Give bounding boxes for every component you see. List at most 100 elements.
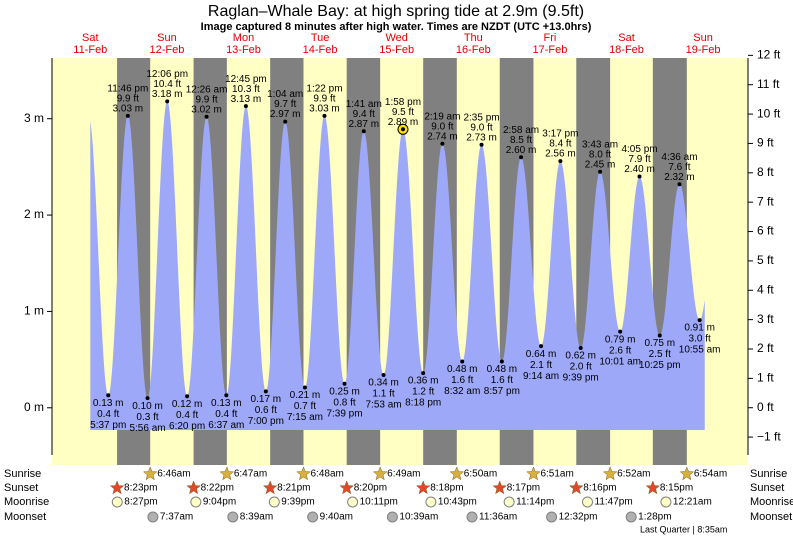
tide-ft: 8.5 ft (510, 135, 532, 146)
tide-m: 3.13 m (231, 94, 262, 105)
day-name: Thu (464, 32, 483, 44)
plot-area (52, 58, 748, 465)
day-name: Sun (693, 32, 713, 44)
tide-ft: 2.5 ft (649, 349, 671, 360)
row-time: 6:46am (157, 469, 190, 480)
tide-time: 6:37 am (208, 420, 244, 431)
day-name: Mon (233, 32, 254, 44)
tide-time: 7:53 am (365, 400, 401, 411)
row-time: 8:17pm (507, 483, 540, 494)
tide-time: 8:57 pm (484, 386, 520, 397)
tide-point (440, 141, 445, 146)
row-label: Moonset (4, 511, 46, 523)
tide-ft: 9.5 ft (392, 107, 414, 118)
row-time: 10:43pm (438, 497, 477, 508)
sun-icon (526, 466, 541, 481)
day-name: Fri (543, 32, 556, 44)
tide-point (165, 99, 170, 104)
tide-ft: 0.4 ft (176, 410, 198, 421)
sun-icon (296, 466, 311, 481)
row-label-right: Moonrise (750, 496, 793, 508)
day-name: Sat (618, 32, 635, 44)
day-date: 14-Feb (303, 44, 338, 56)
tide-time: 3:17 pm (542, 129, 578, 140)
tide-m: 0.48 m (447, 364, 478, 375)
moon-icon (625, 511, 637, 523)
y2-tick-label: 8 ft (757, 165, 774, 179)
tide-m: 0.64 m (526, 349, 557, 360)
tide-point (460, 359, 465, 364)
tide-m: 0.13 m (211, 398, 242, 409)
tide-m: 3.03 m (113, 103, 144, 114)
tide-point (657, 333, 662, 338)
tide-ft: 1.2 ft (412, 387, 434, 398)
moon-icon (425, 496, 437, 508)
row-time: 8:15pm (660, 483, 693, 494)
tide-point (618, 329, 623, 334)
tide-point (185, 394, 190, 399)
row-time: 10:11pm (360, 497, 398, 508)
tide-ft: 0.4 ft (215, 409, 237, 420)
sun-icon (568, 480, 584, 495)
tide-point (145, 396, 150, 401)
row-time: 6:54am (694, 469, 727, 480)
tide-point (204, 114, 209, 119)
tide-area (90, 101, 705, 431)
tide-point (677, 182, 682, 187)
moon-icon (227, 511, 239, 523)
y-tick-label: 3 m (24, 111, 44, 125)
tide-ft: 7.9 ft (628, 154, 650, 165)
tide-point (598, 169, 603, 174)
tide-time: 5:56 am (129, 423, 165, 434)
row-time: 8:21pm (277, 483, 310, 494)
sun-icon (372, 466, 388, 481)
moon-icon (307, 511, 319, 523)
sun-icon (262, 480, 278, 495)
moon-icon (111, 496, 123, 508)
day-date: 18-Feb (609, 44, 644, 56)
tide-ft: 9.0 ft (470, 122, 492, 133)
tide-ft: 9.0 ft (431, 121, 453, 132)
tide-point (283, 119, 288, 124)
row-time: 6:52am (617, 469, 650, 480)
tide-time: 11:46 pm (107, 83, 148, 94)
tide-ft: 0.8 ft (333, 397, 355, 408)
tide-m: 2.56 m (545, 149, 576, 160)
row-label: Sunrise (4, 468, 41, 480)
chart-title: Raglan–Whale Bay: at high spring tide at… (208, 3, 584, 20)
row-time: 6:50am (464, 469, 497, 480)
tide-m: 3.18 m (152, 89, 183, 100)
row-time: 12:21am (673, 497, 712, 508)
tide-ft: 0.4 ft (97, 409, 119, 420)
row-time: 6:51am (540, 469, 573, 480)
tide-m: 0.62 m (565, 351, 596, 362)
tide-ft: 9.7 ft (274, 99, 296, 110)
tide-time: 12:26 am (186, 84, 228, 95)
tide-point (361, 129, 366, 134)
tide-point (342, 381, 347, 386)
tide-point (421, 371, 426, 376)
tide-m: 2.74 m (427, 131, 458, 142)
tide-m: 2.89 m (388, 117, 419, 128)
tide-m: 2.40 m (624, 164, 655, 175)
tide-point (125, 113, 130, 118)
tide-point (578, 346, 583, 351)
row-time: 8:18pm (430, 483, 463, 494)
moon-icon (546, 511, 558, 523)
tide-ft: 1.6 ft (491, 375, 513, 386)
tide-point (263, 389, 268, 394)
tide-m: 2.73 m (466, 132, 497, 143)
row-time: 9:40am (320, 512, 353, 523)
tide-time: 9:39 pm (563, 373, 599, 384)
tide-m: 3.03 m (309, 103, 340, 114)
tide-point (381, 373, 386, 378)
tide-m: 0.48 m (487, 364, 518, 375)
row-time: 9:04pm (203, 497, 236, 508)
tide-point (697, 318, 702, 323)
tide-time: 10:01 am (599, 356, 641, 367)
sun-icon (142, 466, 158, 481)
tide-ft: 2.1 ft (530, 360, 552, 371)
row-time: 8:22pm (201, 483, 234, 494)
tide-point (637, 174, 642, 179)
chart-subtitle: Image captured 8 minutes after high wate… (201, 21, 592, 33)
